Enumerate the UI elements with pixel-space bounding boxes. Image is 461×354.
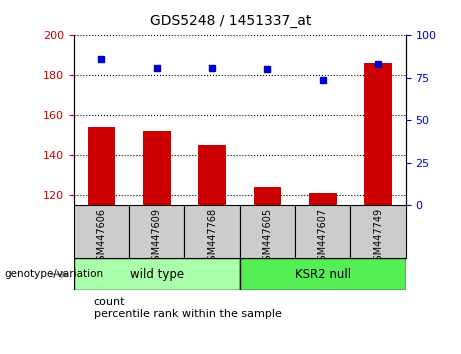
Bar	[240, 258, 406, 290]
Bar	[309, 193, 337, 205]
Text: GSM447607: GSM447607	[318, 208, 328, 267]
Text: GSM447609: GSM447609	[152, 208, 162, 267]
Text: count: count	[94, 297, 125, 307]
Text: GSM447605: GSM447605	[262, 208, 272, 267]
Text: GSM447606: GSM447606	[96, 208, 106, 267]
Bar	[240, 205, 295, 258]
Bar	[295, 205, 350, 258]
Bar	[350, 205, 406, 258]
Bar	[88, 127, 115, 205]
Text: GDS5248 / 1451337_at: GDS5248 / 1451337_at	[150, 14, 311, 28]
Text: GSM447749: GSM447749	[373, 208, 383, 267]
Bar	[364, 63, 392, 205]
Text: KSR2 null: KSR2 null	[295, 268, 351, 281]
Bar	[254, 187, 281, 205]
Bar	[74, 205, 129, 258]
Bar	[184, 205, 240, 258]
Text: percentile rank within the sample: percentile rank within the sample	[94, 309, 282, 319]
Bar	[74, 258, 240, 290]
Text: genotype/variation: genotype/variation	[5, 269, 104, 279]
Bar	[129, 205, 184, 258]
Text: wild type: wild type	[130, 268, 184, 281]
Bar	[143, 131, 171, 205]
Text: GSM447768: GSM447768	[207, 208, 217, 267]
Bar	[198, 145, 226, 205]
